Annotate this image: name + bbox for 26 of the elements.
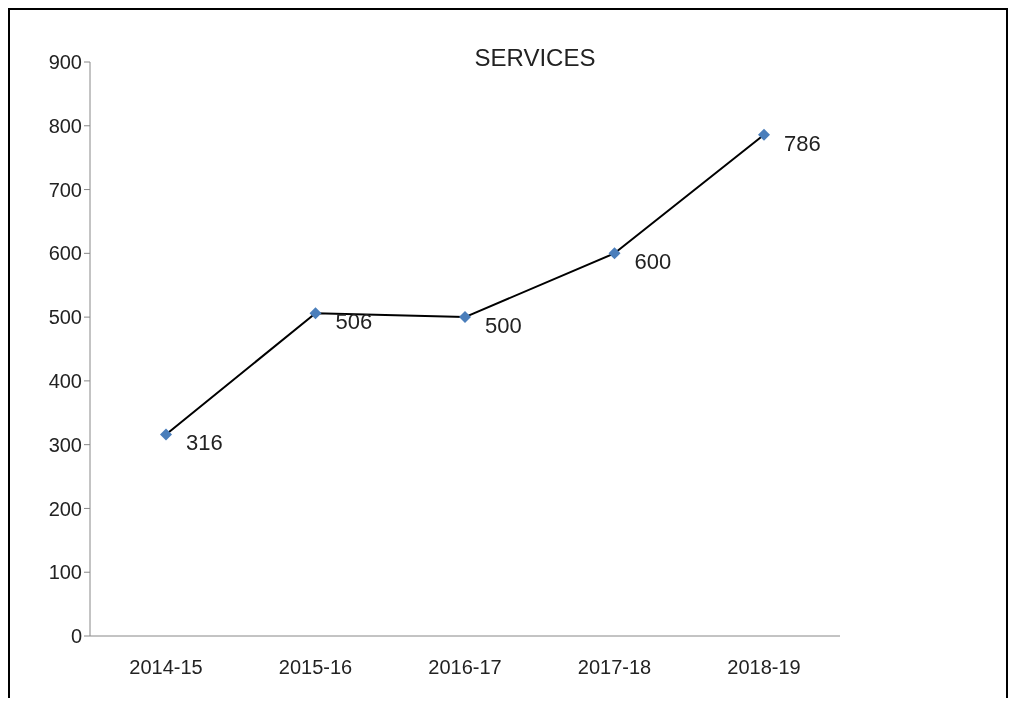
data-label: 786 [784,130,821,156]
y-tick-label: 400 [48,369,82,392]
y-tick-label: 100 [48,561,82,584]
x-tick-label: 2016-17 [428,656,502,679]
y-tick-label: 600 [48,242,82,265]
x-tick-label: 2015-16 [278,656,353,679]
x-tick-label: 2014-15 [129,656,203,679]
y-tick-label: 900 [48,51,82,74]
point [608,247,621,260]
point [758,128,770,141]
data-label: 600 [634,249,672,275]
data-label: 500 [485,313,522,339]
y-tick-label: 800 [48,114,82,137]
point [160,428,172,441]
x-tick-label: 2017-18 [577,656,652,679]
y-tick-label: 300 [48,433,82,456]
y-tick-label: 500 [48,306,82,329]
data-label: 506 [335,309,373,335]
point [459,311,471,324]
y-tick-label: 200 [48,497,82,520]
x-tick-label: 2018-19 [727,656,801,679]
y-tick-label: 700 [48,178,82,201]
chart-title: SERVICES [474,44,596,71]
point [309,307,322,320]
y-tick-label: 0 [70,625,82,648]
data-label: 316 [186,430,223,456]
